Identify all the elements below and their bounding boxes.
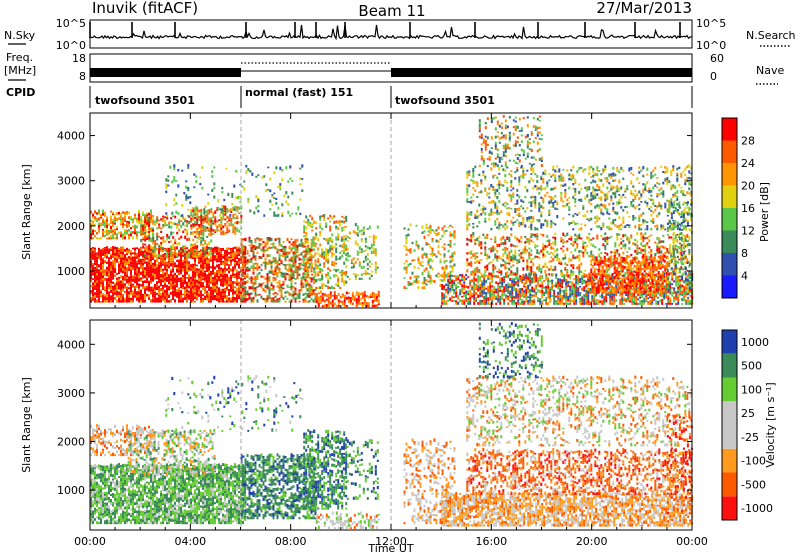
colorbar-tick-label: -25 <box>741 431 759 444</box>
y-tick-label: 4000 <box>57 130 85 143</box>
x-tick-label: 08:00 <box>275 535 307 548</box>
nave-label: Nave <box>756 64 784 77</box>
noise-right-tick-top: 10^5 <box>696 17 726 30</box>
colorbar-tick-label: 500 <box>741 360 762 373</box>
colorbar-tick-label: 20 <box>741 180 755 193</box>
noise-trace <box>89 22 692 41</box>
colorbar-swatch <box>722 163 737 186</box>
freq-band-2 <box>391 68 692 77</box>
x-tick-label: 16:00 <box>475 535 507 548</box>
power-x-ticks <box>89 113 693 308</box>
beam-title: Beam 11 <box>358 2 425 20</box>
y-tick-label: 2000 <box>57 220 85 233</box>
colorbar-swatch <box>722 496 737 520</box>
colorbar-swatch <box>722 353 737 378</box>
x-tick-label: 04:00 <box>174 535 206 548</box>
x-axis-label: Time UT <box>367 542 413 554</box>
power-y-axis-label: Slant Range [km] <box>20 164 33 260</box>
power-cells <box>90 115 694 308</box>
colorbar-tick-label: 16 <box>741 202 755 215</box>
noise-panel: 10^5 10^0 10^5 10^0 <box>56 17 726 52</box>
noise-left-tick-bottom: 10^0 <box>56 39 86 52</box>
freq-left-tick-bottom: 8 <box>79 70 86 83</box>
noise-right-tick-bottom: 10^0 <box>696 39 726 52</box>
x-tick-label: 12:00 <box>375 535 407 548</box>
date-title: 27/Mar/2013 <box>596 0 692 17</box>
colorbar-tick-label: -1000 <box>741 502 773 515</box>
colorbar-tick-label: 1000 <box>741 336 769 349</box>
noise-left-tick-top: 10^5 <box>56 17 86 30</box>
velocity-cells <box>90 322 694 530</box>
colorbar-tick-label: 12 <box>741 225 755 238</box>
colorbar-tick-label: 100 <box>741 383 762 396</box>
colorbar-swatch <box>722 230 737 253</box>
freq-panel: 18 8 60 0 <box>72 52 724 83</box>
velocity-colorbar: 1000 500 100 25 -25 -100 -500 -1000 <box>721 329 773 521</box>
colorbar-swatch <box>722 425 737 449</box>
x-tick-label: 20:00 <box>576 535 608 548</box>
cpid-segment-3: twofsound 3501 <box>395 94 495 107</box>
mhz-label: [MHz] <box>4 64 36 77</box>
x-tick-label: 00:00 <box>74 535 106 548</box>
colorbar-swatch <box>722 275 737 298</box>
station-title: Inuvik (fitACF) <box>92 0 198 17</box>
colorbar-swatch <box>722 208 737 231</box>
colorbar-swatch <box>722 185 737 208</box>
y-tick-label: 3000 <box>57 175 85 188</box>
power-panel: 1000 2000 3000 4000 Slant Range [km] 28 24 20… <box>20 112 771 309</box>
colorbar-tick-label: 4 <box>741 270 748 283</box>
y-tick-label: 2000 <box>57 436 85 449</box>
colorbar-tick-label: 24 <box>741 157 755 170</box>
freq-right-tick-top: 60 <box>710 52 724 65</box>
colorbar-swatch <box>722 330 737 354</box>
y-tick-label: 3000 <box>57 387 85 400</box>
y-tick-label: 4000 <box>57 338 85 351</box>
colorbar-swatch <box>722 401 737 425</box>
colorbar-swatch <box>722 377 737 402</box>
cpid-segment-1: twofsound 3501 <box>95 94 195 107</box>
colorbar-tick-label: 28 <box>741 135 755 148</box>
freq-label: Freq. <box>6 51 33 64</box>
power-y-ticks: 1000 2000 3000 4000 <box>57 130 692 278</box>
power-colorbar-label: Power [dB] <box>758 182 771 242</box>
velocity-y-axis-label: Slant Range [km] <box>20 377 33 473</box>
colorbar-tick-label: -100 <box>741 455 766 468</box>
colorbar-swatch <box>722 140 737 163</box>
cpid-segment-2: normal (fast) 151 <box>245 86 353 99</box>
colorbar-swatch <box>722 118 737 141</box>
nsky-label: N.Sky <box>4 29 36 42</box>
colorbar-swatch <box>722 472 737 497</box>
x-tick-label: 00:00 <box>676 535 708 548</box>
cpid-label: CPID <box>6 86 35 99</box>
velocity-y-ticks: 1000 2000 3000 4000 <box>57 338 692 497</box>
colorbar-swatch <box>722 448 737 473</box>
power-colorbar: 28 24 20 16 12 8 4 <box>721 117 755 299</box>
freq-left-tick-top: 18 <box>72 52 86 65</box>
colorbar-tick-label: -500 <box>741 478 766 491</box>
velocity-panel: 1000 2000 3000 4000 00:00 04:00 08:00 12:00 16:… <box>20 319 777 554</box>
y-tick-label: 1000 <box>57 265 85 278</box>
cpid-panel: twofsound 3501 normal (fast) 151 twofsou… <box>89 86 693 108</box>
colorbar-tick-label: 25 <box>741 407 755 420</box>
colorbar-tick-label: 8 <box>741 247 748 260</box>
freq-band-1 <box>90 68 241 77</box>
y-tick-label: 1000 <box>57 484 85 497</box>
velocity-x-ticks: 00:00 04:00 08:00 12:00 16:00 20:00 00:00 <box>74 320 708 548</box>
colorbar-swatch <box>722 253 737 276</box>
nsearch-label: N.Search <box>746 29 796 42</box>
velocity-colorbar-label: Velocity [m s⁻¹] <box>764 382 777 467</box>
freq-right-tick-bottom: 0 <box>710 70 717 83</box>
